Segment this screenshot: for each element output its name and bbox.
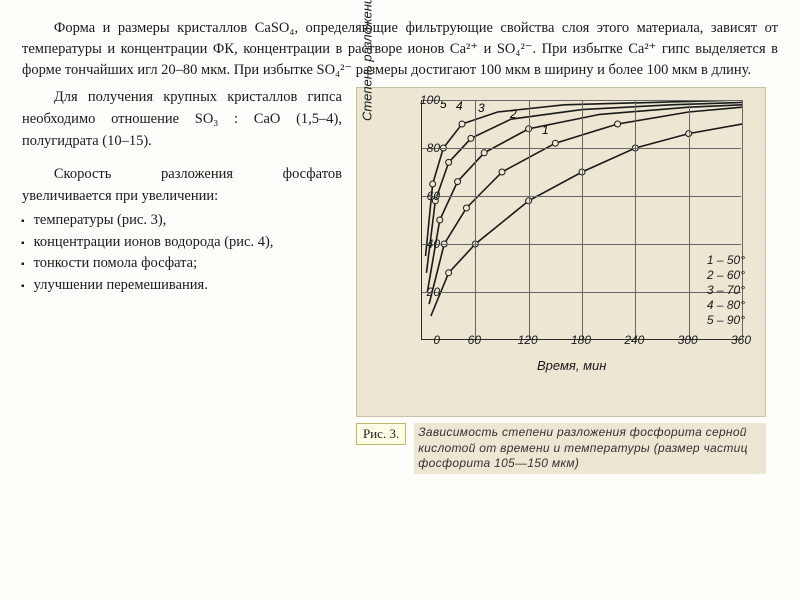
x-tick: 180 [571, 333, 591, 347]
gridline-v [689, 100, 690, 339]
gridline-v [635, 100, 636, 339]
chart-legend: 1 – 50° 2 – 60° 3 – 70° 4 – 80° 5 – 90° [707, 253, 745, 328]
x-tick: 60 [468, 333, 481, 347]
gridline-v [475, 100, 476, 339]
x-tick: 360 [731, 333, 751, 347]
gridline-v [529, 100, 530, 339]
curve-label: 1 [542, 123, 549, 137]
list-item: тонкости помола фосфата; [22, 253, 342, 275]
y-axis-label: Степень разложения фосфорита, % [360, 0, 375, 121]
curve-label: 4 [456, 100, 463, 113]
list-item: улучшении перемешивания. [22, 275, 342, 297]
y-tick: 20 [412, 285, 440, 299]
data-marker [446, 270, 452, 276]
data-marker [463, 205, 469, 211]
legend-item: 5 – 90° [707, 313, 745, 328]
y-tick: 100 [412, 93, 440, 107]
figure-label: Рис. 3. [356, 423, 406, 445]
x-tick: 120 [518, 333, 538, 347]
data-marker [455, 179, 461, 185]
data-marker [468, 135, 474, 141]
bullet-list: температуры (рис. 3), концентрации ионов… [22, 210, 342, 297]
curve-label: 3 [478, 101, 485, 115]
legend-item: 4 – 80° [707, 298, 745, 313]
gridline-v [582, 100, 583, 339]
data-marker [481, 150, 487, 156]
chart-plot-area: 54 3 2 1 [421, 100, 741, 340]
paragraph-top: Форма и размеры кристаллов CaSO₄, опреде… [22, 18, 778, 81]
figure-caption: Зависимость степени разложения фосфорита… [414, 423, 766, 474]
right-column: Степень разложения фосфорита, % 54321 Вр… [356, 87, 778, 474]
curve-4 [426, 102, 742, 272]
x-axis-label: Время, мин [537, 358, 606, 373]
data-marker [552, 140, 558, 146]
curve-label: 5 [440, 100, 447, 111]
y-tick: 0 [412, 333, 440, 347]
left-column: Для получения крупных кристаллов гипса н… [22, 87, 342, 474]
data-marker [446, 159, 452, 165]
legend-item: 2 – 60° [707, 268, 745, 283]
left-intro-1: Для получения крупных кристаллов гипса н… [22, 87, 342, 152]
caption-row: Рис. 3. Зависимость степени разложения ф… [356, 423, 766, 474]
y-tick: 80 [412, 141, 440, 155]
list-item: температуры (рис. 3), [22, 210, 342, 232]
curve-1 [431, 124, 742, 316]
legend-item: 3 – 70° [707, 283, 745, 298]
x-tick: 300 [678, 333, 698, 347]
curve-5 [426, 100, 742, 256]
data-marker [499, 169, 505, 175]
y-tick: 60 [412, 189, 440, 203]
left-intro-2: Скорость разложения фосфатов увеличивает… [22, 164, 342, 208]
y-tick: 40 [412, 237, 440, 251]
data-marker [459, 121, 465, 127]
data-marker [437, 217, 443, 223]
lower-section: Для получения крупных кристаллов гипса н… [22, 87, 778, 474]
list-item: концентрации ионов водорода (рис. 4), [22, 232, 342, 254]
curve-label: 2 [509, 107, 517, 121]
data-marker [615, 121, 621, 127]
x-tick: 240 [624, 333, 644, 347]
legend-item: 1 – 50° [707, 253, 745, 268]
data-marker [430, 181, 436, 187]
chart-figure: Степень разложения фосфорита, % 54321 Вр… [356, 87, 766, 417]
